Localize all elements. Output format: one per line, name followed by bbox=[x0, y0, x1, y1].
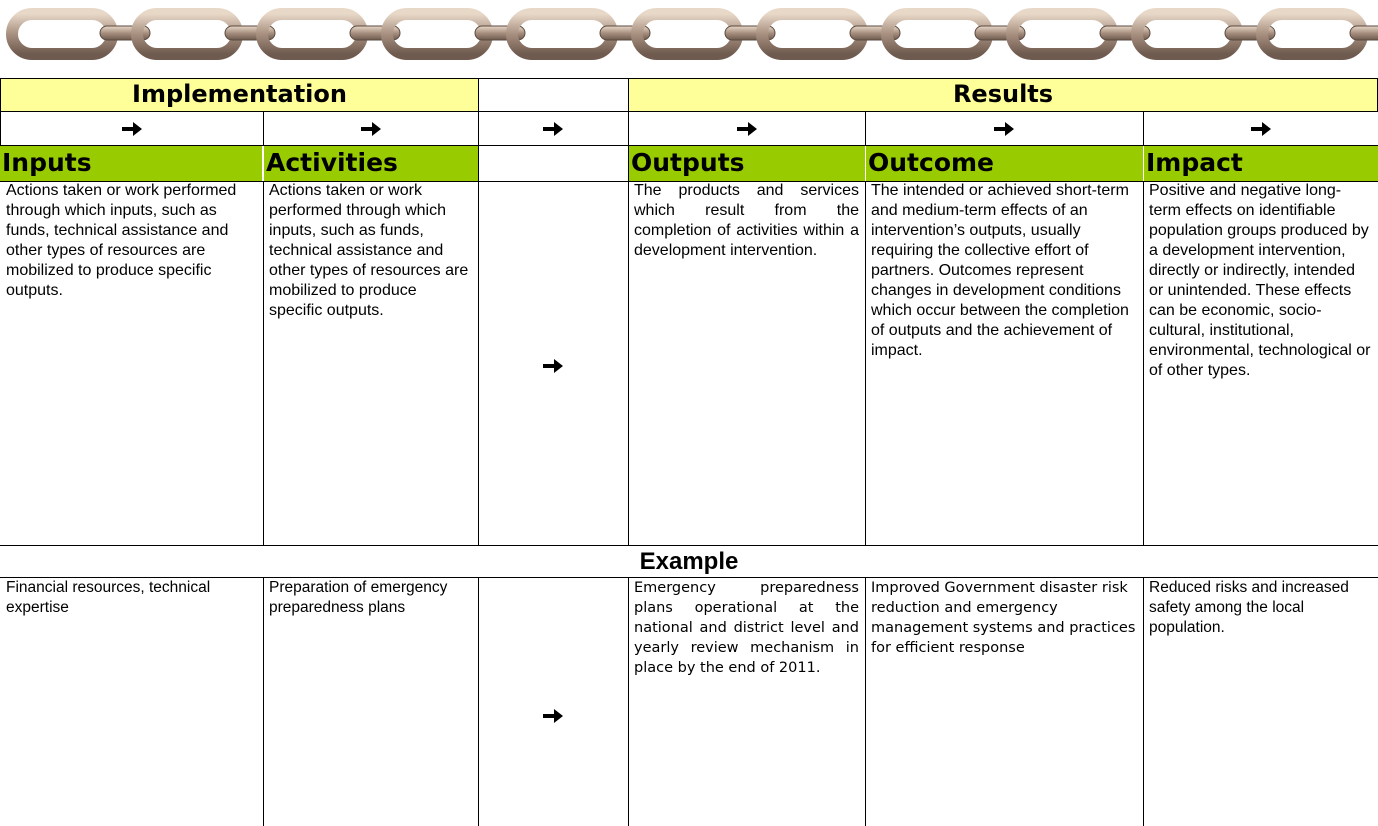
column-example: Reduced risks and increased safety among… bbox=[1149, 579, 1349, 636]
empty-header bbox=[478, 78, 629, 112]
chain-link bbox=[1006, 8, 1118, 60]
column-description: The products and services which result f… bbox=[634, 182, 859, 259]
column-border bbox=[478, 181, 479, 546]
implementation-header: Implementation bbox=[0, 78, 479, 112]
arrow-icon bbox=[543, 122, 563, 136]
column-description: Positive and negative long-term effects … bbox=[1149, 182, 1371, 379]
column-border bbox=[263, 181, 264, 546]
column-border bbox=[263, 578, 264, 826]
column-border bbox=[865, 181, 866, 546]
column-title: Activities bbox=[264, 146, 478, 181]
arrow-icon bbox=[543, 709, 563, 723]
chain-link bbox=[256, 8, 368, 60]
column-title: Inputs bbox=[0, 146, 262, 181]
column-example: Preparation of emergency preparedness pl… bbox=[269, 579, 448, 616]
row-border bbox=[0, 545, 1378, 546]
chain-link bbox=[631, 8, 743, 60]
chain-link bbox=[131, 8, 243, 60]
column-description: Actions taken or work performed through … bbox=[269, 182, 469, 319]
chain-link bbox=[1256, 8, 1368, 60]
column-description: The intended or achieved short-term and … bbox=[871, 182, 1129, 359]
chain-link bbox=[756, 8, 868, 60]
chain-link bbox=[6, 8, 118, 60]
chain-link bbox=[1131, 8, 1243, 60]
empty-title bbox=[478, 146, 629, 181]
arrow-icon bbox=[994, 122, 1014, 136]
row-border bbox=[0, 181, 1378, 182]
column-border bbox=[865, 578, 866, 826]
chain-link bbox=[381, 8, 493, 60]
chain-link bbox=[881, 8, 993, 60]
arrow-icon bbox=[736, 122, 757, 136]
chain-link-side bbox=[1349, 25, 1378, 41]
column-title: Outputs bbox=[629, 146, 865, 181]
arrow-icon bbox=[1250, 122, 1271, 136]
column-border bbox=[1143, 578, 1144, 826]
chain-banner bbox=[6, 8, 1378, 60]
column-description: Actions taken or work performed through … bbox=[6, 182, 237, 299]
column-title: Outcome bbox=[866, 146, 1143, 181]
arrow-icon bbox=[543, 359, 563, 373]
column-border bbox=[478, 578, 479, 826]
column-title: Impact bbox=[1144, 146, 1378, 181]
example-label: Example bbox=[639, 548, 739, 575]
arrow-icon bbox=[121, 122, 142, 136]
column-example: Emergency preparedness plans operational… bbox=[634, 580, 859, 676]
column-border bbox=[628, 181, 629, 546]
chain-link bbox=[506, 8, 618, 60]
arrow-cell bbox=[1143, 112, 1378, 146]
column-border bbox=[628, 578, 629, 826]
results-header: Results bbox=[628, 78, 1378, 112]
column-border bbox=[1143, 181, 1144, 546]
column-example: Improved Government disaster risk reduct… bbox=[871, 580, 1136, 656]
row-border bbox=[0, 577, 1378, 578]
arrow-icon bbox=[360, 122, 381, 136]
column-example: Financial resources, technical expertise bbox=[6, 579, 211, 616]
